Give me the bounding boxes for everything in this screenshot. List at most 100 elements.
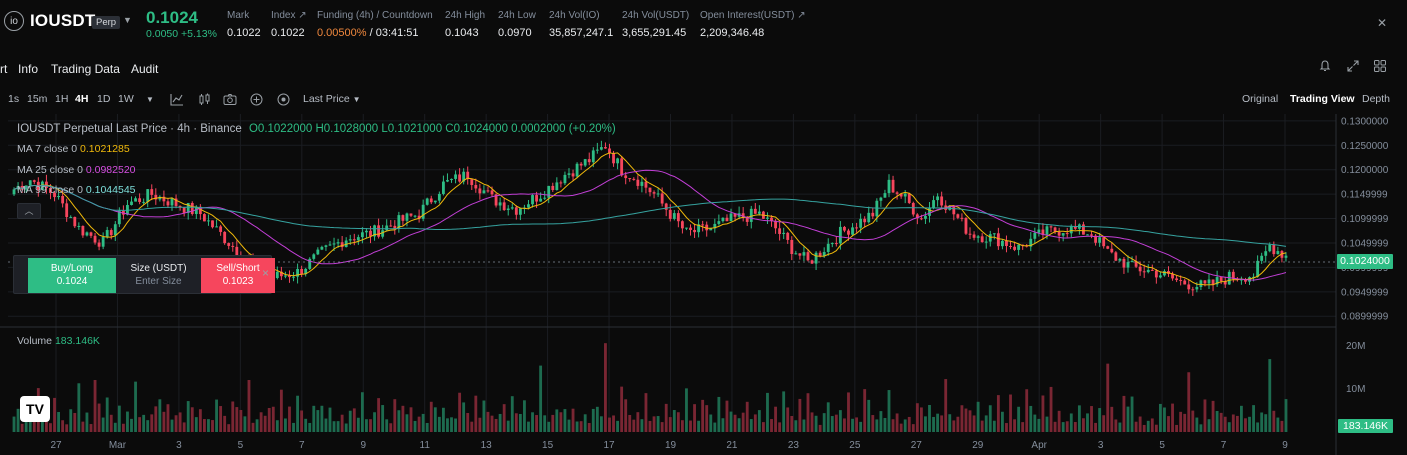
ticker-header: io IOUSDT Perp ▼ 0.1024 0.0050 +5.13% Ma… bbox=[0, 0, 1407, 48]
time-axis-label: 5 bbox=[1159, 440, 1165, 451]
volume-bar bbox=[571, 408, 575, 432]
volume-bar bbox=[486, 411, 490, 432]
interval-1h[interactable]: 1H bbox=[55, 93, 69, 105]
add-indicator-icon[interactable] bbox=[250, 93, 263, 109]
tab-chart[interactable]: rt bbox=[0, 62, 8, 76]
interval-1d[interactable]: 1D bbox=[97, 93, 111, 105]
volume-bar bbox=[879, 411, 883, 432]
interval-4h[interactable]: 4H bbox=[75, 93, 89, 105]
candle-body bbox=[964, 217, 968, 234]
volume-bar bbox=[1179, 411, 1183, 432]
open-interest-label[interactable]: Open Interest(USDT) ↗ bbox=[700, 10, 806, 21]
candle-body bbox=[288, 275, 291, 278]
candle-body bbox=[753, 208, 757, 214]
volume-bar bbox=[85, 412, 89, 432]
view-trading-view[interactable]: Trading View bbox=[1290, 93, 1355, 105]
high-value: 0.1043 bbox=[445, 27, 479, 39]
expand-icon[interactable] bbox=[1346, 59, 1360, 76]
candle-body bbox=[830, 243, 834, 245]
volume-bar bbox=[826, 402, 830, 432]
chart-type-candle-icon[interactable] bbox=[198, 93, 212, 109]
volume-bar bbox=[324, 418, 328, 432]
tradingview-logo-icon[interactable]: TV bbox=[20, 396, 50, 422]
price-type-select[interactable]: Last Price ▼ bbox=[303, 93, 361, 105]
candle-body bbox=[668, 209, 672, 219]
candle-body bbox=[749, 208, 753, 222]
candle-body bbox=[948, 205, 952, 210]
volume-bar bbox=[640, 419, 644, 432]
volume-bar bbox=[733, 414, 737, 432]
volume-bar bbox=[194, 417, 198, 432]
low-label: 24h Low bbox=[498, 10, 536, 21]
volume-bar bbox=[770, 419, 773, 432]
volume-bar bbox=[847, 392, 850, 432]
volume-bar bbox=[332, 421, 336, 432]
candle-body bbox=[482, 190, 486, 194]
index-label[interactable]: Index ↗ bbox=[271, 10, 307, 21]
volume-bar bbox=[1118, 422, 1122, 432]
time-axis-label: 23 bbox=[788, 440, 800, 451]
buy-long-button[interactable]: Buy/Long 0.1024 bbox=[28, 258, 116, 293]
collapse-legend-icon[interactable]: ︿ bbox=[17, 203, 41, 219]
size-input[interactable]: Size (USDT) Enter Size bbox=[117, 258, 200, 293]
volume-bar bbox=[126, 411, 129, 432]
view-depth[interactable]: Depth bbox=[1362, 93, 1391, 105]
volume-bar bbox=[49, 423, 52, 432]
volume-bar bbox=[745, 401, 749, 432]
close-icon[interactable]: ✕ bbox=[1377, 16, 1388, 30]
candle-body bbox=[89, 232, 93, 236]
volume-bar bbox=[964, 408, 968, 432]
volume-bar bbox=[146, 420, 150, 432]
volume-bar bbox=[482, 400, 486, 432]
sell-short-button[interactable]: Sell/Short 0.1023 bbox=[201, 258, 275, 293]
interval-1w[interactable]: 1W bbox=[118, 93, 134, 105]
candle-body bbox=[1073, 226, 1077, 229]
volume-axis-label: 10M bbox=[1346, 384, 1365, 395]
tab-info[interactable]: Info bbox=[18, 62, 39, 76]
volume-bar bbox=[591, 408, 595, 432]
symbol-dropdown-icon[interactable]: ▼ bbox=[123, 15, 132, 25]
volume-bar bbox=[915, 403, 919, 432]
tab-trading-data[interactable]: Trading Data bbox=[51, 62, 120, 76]
camera-icon[interactable] bbox=[223, 93, 237, 109]
candle-body bbox=[69, 216, 73, 218]
candle-body bbox=[381, 230, 385, 237]
volume-bar bbox=[498, 413, 502, 432]
volume-bar bbox=[693, 404, 696, 432]
volume-bar bbox=[174, 415, 178, 432]
candle-body bbox=[421, 204, 425, 219]
interval-1s[interactable]: 1s bbox=[8, 93, 20, 105]
settings-icon[interactable] bbox=[277, 93, 290, 109]
indicator-icon[interactable] bbox=[170, 93, 184, 109]
volume-bar bbox=[932, 416, 935, 432]
candle-body bbox=[628, 178, 632, 180]
candle-body bbox=[1142, 271, 1146, 273]
ma7-line bbox=[13, 152, 1287, 286]
volume-bar bbox=[267, 407, 271, 432]
candle-body bbox=[1082, 224, 1085, 235]
volume-bar bbox=[1106, 363, 1110, 432]
candle-body bbox=[1094, 235, 1098, 243]
tab-audit[interactable]: Audit bbox=[131, 62, 159, 76]
volume-bar bbox=[1163, 407, 1166, 432]
chart-legend-title: IOUSDT Perpetual Last Price · 4h · Binan… bbox=[17, 123, 616, 135]
view-original[interactable]: Original bbox=[1242, 93, 1279, 105]
layout-grid-icon[interactable] bbox=[1373, 59, 1387, 76]
candle-body bbox=[1029, 238, 1033, 247]
volume-bar bbox=[1102, 415, 1106, 432]
candle-body bbox=[316, 249, 320, 255]
interval-15m[interactable]: 15m bbox=[27, 93, 48, 105]
candle-body bbox=[130, 201, 133, 206]
candle-body bbox=[1009, 245, 1012, 247]
price-chart[interactable]: 0.1300000 0.1250000 0.1200000 0.1149999 0.10… bbox=[0, 114, 1407, 455]
bell-icon[interactable] bbox=[1318, 59, 1332, 76]
symbol-name[interactable]: IOUSDT bbox=[30, 11, 96, 30]
interval-dropdown-icon[interactable]: ▼ bbox=[146, 95, 154, 104]
order-panel-close-icon[interactable]: × bbox=[262, 266, 270, 280]
candle-body bbox=[624, 175, 628, 179]
volume-bar bbox=[417, 416, 421, 432]
candle-body bbox=[685, 227, 688, 229]
chart-canvas[interactable]: 0.1300000 0.1250000 0.1200000 0.1149999 0.10… bbox=[0, 114, 1407, 455]
candle-body bbox=[1041, 229, 1045, 235]
candle-body bbox=[1195, 286, 1199, 290]
